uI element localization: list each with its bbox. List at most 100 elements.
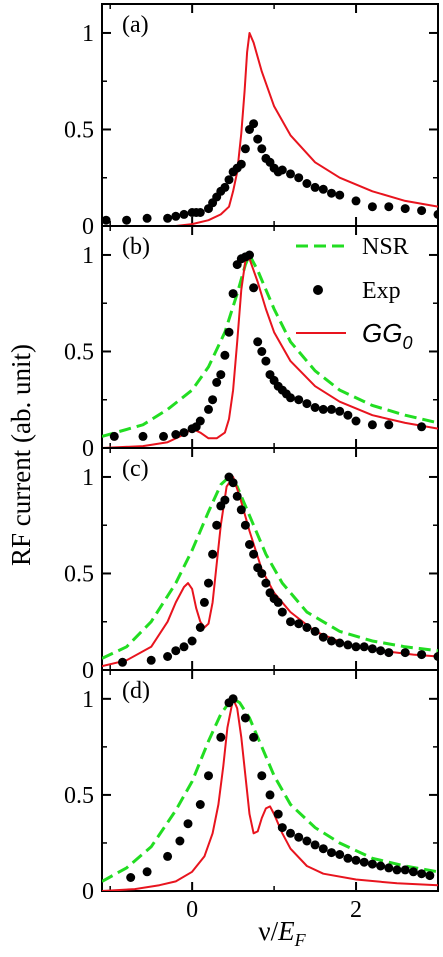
exp-point (327, 188, 336, 198)
exp-point (310, 182, 320, 192)
exp-point (257, 144, 267, 154)
exp-point (294, 395, 304, 405)
exp-point (417, 650, 427, 660)
exp-point (195, 208, 205, 217)
exp-point (351, 855, 361, 865)
legend-exp-swatch (313, 285, 323, 295)
exp-point (335, 406, 345, 416)
exp-point (265, 790, 275, 800)
exp-point (433, 209, 438, 219)
exp-point (195, 800, 205, 809)
exp-point (245, 250, 254, 260)
exp-point (249, 549, 259, 559)
exp-point (126, 873, 136, 882)
exp-point (249, 283, 259, 293)
y-tick-label: 1 (82, 465, 94, 491)
exp-point (417, 869, 427, 879)
exp-point (240, 713, 250, 723)
exp-point (335, 850, 345, 859)
y-tick-label: 0 (82, 214, 94, 240)
exp-point (327, 404, 336, 414)
y-axis-label: RF current (ab. unit) (6, 344, 36, 566)
exp-point (392, 865, 402, 875)
exp-point (208, 549, 218, 559)
plot-area (102, 250, 438, 448)
exp-point (257, 347, 267, 356)
series-gg0-line (102, 476, 438, 668)
exp-point (261, 356, 271, 366)
exp-point (425, 871, 435, 881)
exp-point (294, 173, 304, 183)
exp-point (384, 202, 394, 212)
plot-area (102, 694, 438, 891)
exp-point (376, 861, 386, 871)
exp-point (343, 640, 353, 650)
exp-point (277, 823, 287, 833)
plot-frame (101, 447, 439, 671)
exp-point (240, 144, 250, 154)
exp-point (367, 202, 377, 212)
series-nsr-line (102, 251, 438, 438)
exp-point (302, 623, 312, 632)
plot-area (102, 32, 438, 226)
exp-point (228, 478, 238, 488)
exp-point (286, 393, 295, 403)
y-tick-label: 0 (82, 436, 94, 462)
exp-point (384, 420, 394, 430)
exp-point (335, 638, 345, 648)
plot-frame (101, 3, 439, 227)
panel-b: 0 0.5 1 (b) (64, 225, 439, 462)
exp-point (327, 636, 336, 646)
exp-point (204, 404, 213, 414)
y-tick-label: 1 (82, 21, 94, 47)
exp-point (216, 732, 226, 742)
exp-point (343, 410, 353, 420)
exp-point (220, 350, 230, 360)
exp-point (318, 404, 328, 414)
x-axis-label-sub: F (294, 930, 307, 950)
y-tick-label: 1 (82, 687, 94, 713)
exp-point (318, 844, 328, 854)
exp-point (294, 619, 304, 629)
exp-point (310, 626, 320, 636)
exp-point (102, 215, 111, 225)
exp-point (367, 859, 377, 869)
exp-point (179, 428, 189, 438)
panel-label: (c) (122, 456, 149, 482)
series-nsr-line (102, 474, 438, 660)
exp-point (273, 597, 283, 607)
x-tick-label: 0 (186, 897, 198, 923)
exp-point (433, 652, 438, 661)
exp-point (249, 732, 259, 742)
y-tick-label: 0 (82, 879, 94, 905)
panel-label: (a) (122, 12, 149, 38)
x-axis-label-main: ν/ (258, 916, 278, 946)
exp-point (146, 655, 156, 665)
legend-gg0-label: GG0 (362, 318, 412, 353)
exp-point (179, 642, 189, 652)
exp-point (351, 196, 361, 206)
plot-frame (101, 669, 439, 892)
exp-point (286, 828, 295, 838)
exp-point (376, 646, 386, 656)
exp-point (199, 597, 209, 607)
panel-label: (b) (122, 234, 150, 260)
exp-point (208, 395, 218, 405)
exp-point (138, 431, 148, 441)
exp-point (351, 416, 361, 426)
exp-point (195, 416, 205, 426)
exp-point (408, 867, 418, 877)
y-tick-label: 0.5 (64, 783, 94, 809)
exp-point (367, 420, 377, 430)
exp-point (277, 165, 287, 175)
panel-c: 0 0.5 1 (c) (64, 447, 439, 684)
exp-point (384, 648, 394, 658)
legend: NSR Exp GG0 (296, 234, 412, 353)
exp-point (175, 836, 185, 846)
exp-point (351, 642, 361, 652)
exp-point (286, 169, 295, 179)
exp-point (302, 179, 312, 188)
y-tick-label: 0.5 (64, 117, 94, 143)
exp-point (277, 607, 287, 617)
exp-point (245, 540, 254, 549)
